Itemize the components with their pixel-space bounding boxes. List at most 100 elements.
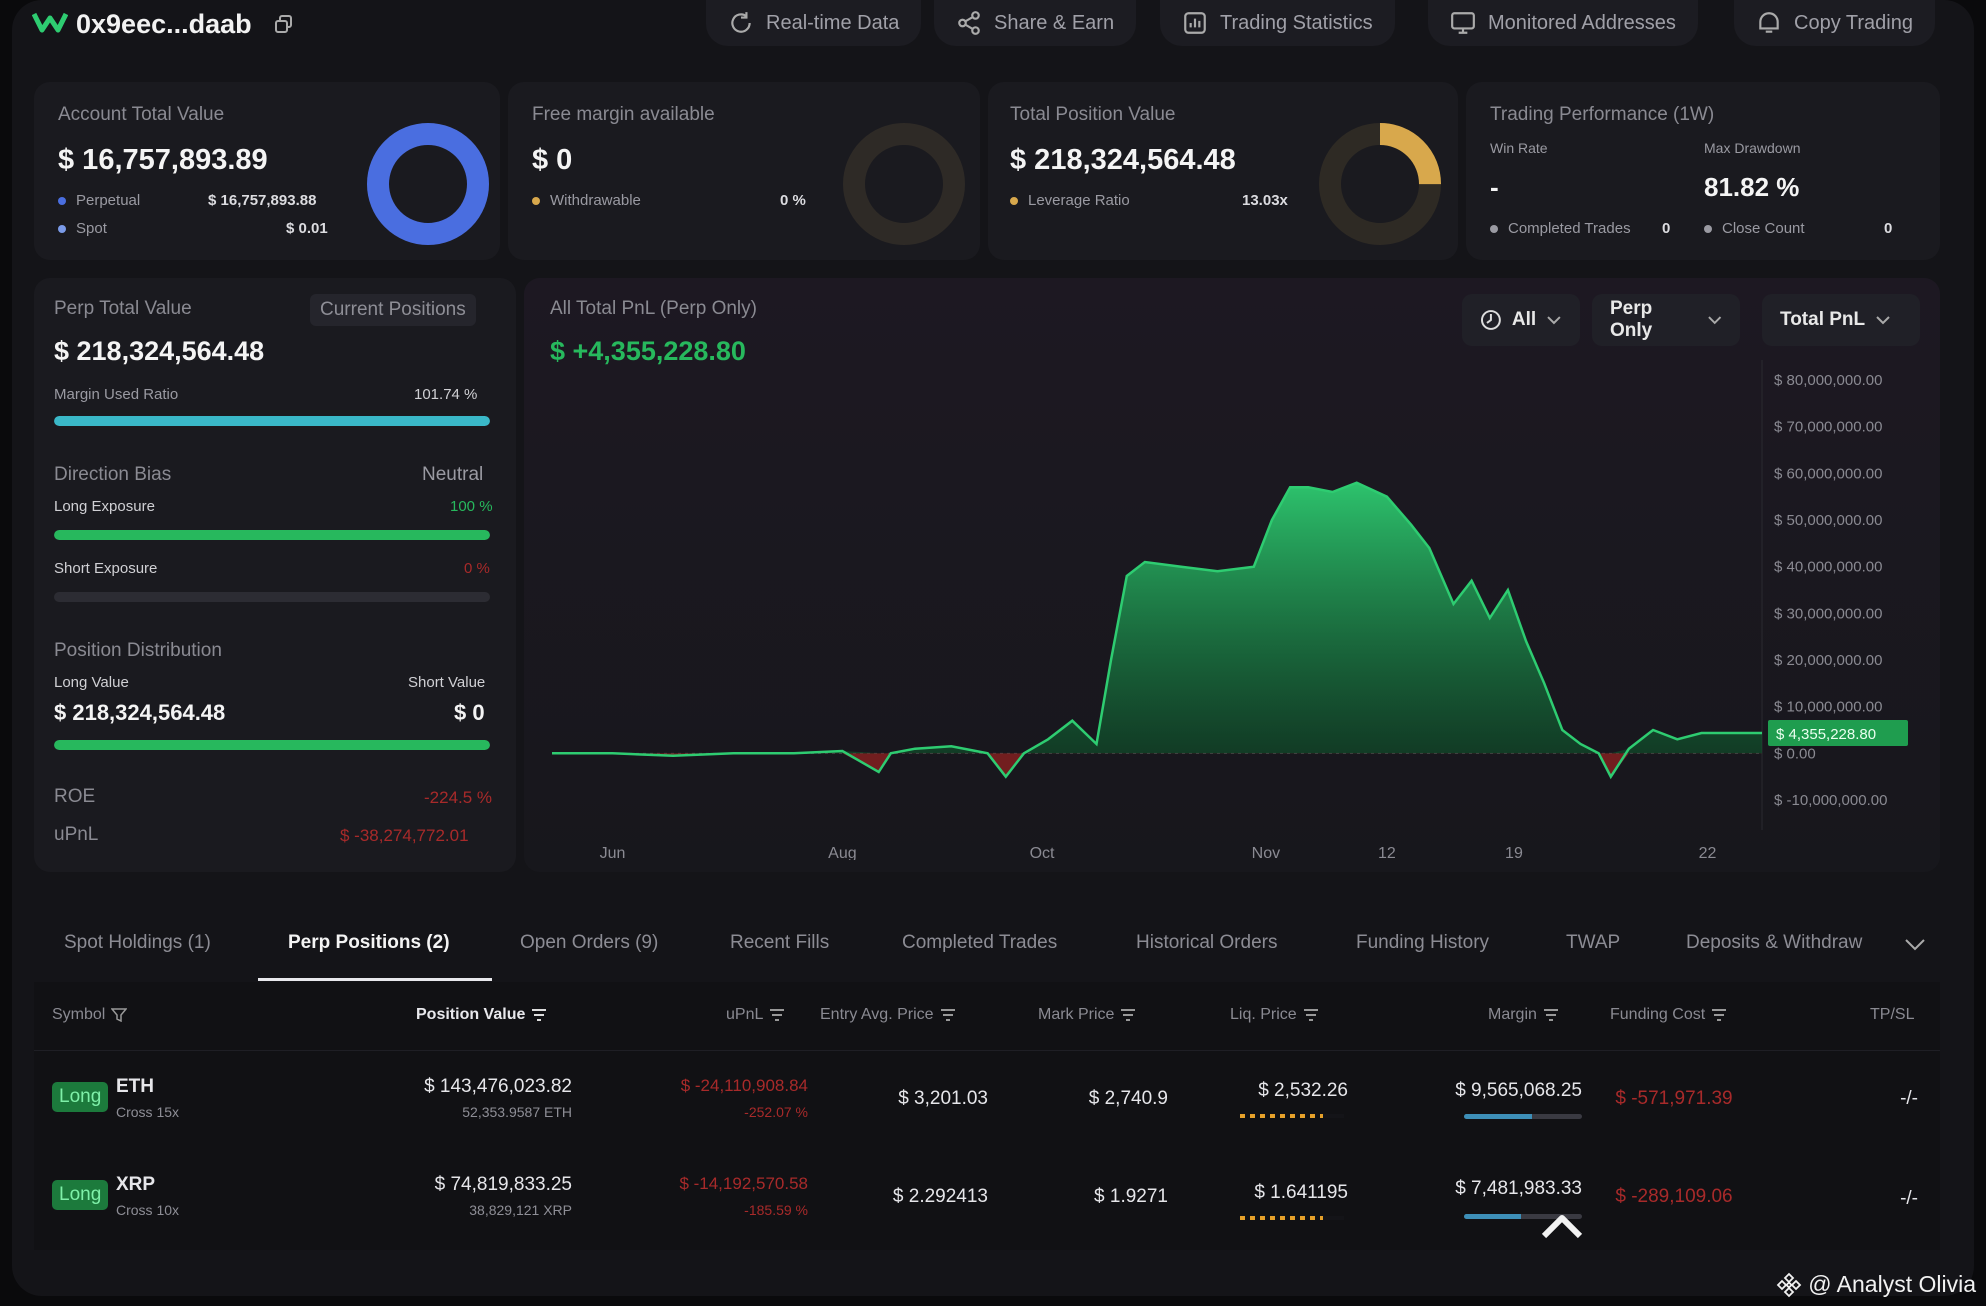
x-tick-label: Oct (1030, 845, 1055, 860)
completed-trades-value: 0 (1662, 220, 1671, 237)
liq-price: $ 2,532.26 (1258, 1080, 1348, 1101)
free-margin-donut-chart (843, 123, 965, 245)
y-tick-label: $ 30,000,000.00 (1774, 605, 1882, 622)
completed-trades-legend: Completed Trades (1490, 220, 1631, 237)
wallet-address: 0x9eec...daab (76, 9, 252, 39)
chevron-down-icon (1707, 316, 1721, 325)
sort-icon (770, 1009, 785, 1021)
tab-funding-history[interactable]: Funding History (1356, 932, 1490, 953)
margin-used-label: Margin Used Ratio (54, 386, 179, 403)
close-count-legend: Close Count (1704, 220, 1805, 237)
y-tick-label: $ 80,000,000.00 (1774, 372, 1882, 389)
liq-price: $ 1.641195 (1254, 1182, 1348, 1203)
current-positions-tab[interactable]: Current Positions (310, 294, 476, 326)
win-rate-value: - (1490, 172, 1499, 202)
max-drawdown-value: 81.82 % (1704, 172, 1800, 202)
position-size: 52,353.9587 ETH (462, 1104, 572, 1120)
tab-open-orders[interactable]: Open Orders (9) (520, 932, 659, 953)
account-donut-chart (367, 123, 489, 245)
tpsl-value[interactable]: -/- (1900, 1188, 1918, 1209)
margin-value: $ 7,481,983.33 (1455, 1178, 1582, 1199)
long-exposure-label: Long Exposure (54, 498, 155, 515)
pnl-negative-area (552, 753, 1762, 777)
upnl-percent: -252.07 % (744, 1104, 808, 1120)
th-funding-cost[interactable]: Funding Cost (1610, 1006, 1727, 1024)
side-badge: Long (52, 1180, 109, 1210)
scroll-up-icon[interactable] (1540, 1212, 1584, 1240)
th-entry-price[interactable]: Entry Avg. Price (820, 1006, 956, 1024)
perpetual-arc (367, 123, 489, 245)
nav-label: Monitored Addresses (1488, 11, 1676, 34)
leverage-arc (1319, 123, 1441, 245)
sort-icon (532, 1009, 547, 1021)
th-liq-price[interactable]: Liq. Price (1230, 1006, 1319, 1024)
perp-total-panel: Perp Total Value Current Positions $ 218… (34, 278, 516, 872)
win-rate-label: Win Rate (1490, 140, 1548, 156)
margin-value: $ 9,565,068.25 (1455, 1080, 1582, 1101)
long-value-label: Long Value (54, 674, 129, 691)
long-exposure-value: 100 % (450, 498, 493, 515)
tab-perp-positions[interactable]: Perp Positions (2) (288, 932, 450, 953)
spot-legend: Spot (58, 220, 107, 237)
app-window: 0x9eec...daab Real-time Data Share & Ear… (12, 0, 1974, 1296)
copy-address-icon[interactable] (274, 14, 294, 34)
margin-used-bar (54, 416, 490, 426)
table-divider (34, 1050, 1940, 1051)
nav-trading-statistics[interactable]: Trading Statistics (1160, 0, 1395, 46)
th-mark-price[interactable]: Mark Price (1038, 1006, 1136, 1024)
upnl-label: uPnL (54, 824, 99, 845)
short-value-label: Short Value (408, 674, 486, 691)
watermark: @ Analyst Olivia (1776, 1271, 1976, 1298)
spot-value: $ 0.01 (286, 220, 328, 237)
th-symbol[interactable]: Symbol (52, 1006, 128, 1024)
y-tick-label: $ 70,000,000.00 (1774, 419, 1882, 436)
tab-completed-trades[interactable]: Completed Trades (902, 932, 1058, 953)
tab-recent-fills[interactable]: Recent Fills (730, 932, 830, 953)
x-tick-label: 12 (1378, 845, 1396, 860)
tab-deposits-withdraw[interactable]: Deposits & Withdraw (1686, 932, 1863, 953)
nav-real-time-data[interactable]: Real-time Data (706, 0, 922, 46)
mark-price: $ 2,740.9 (1088, 1088, 1168, 1109)
th-margin[interactable]: Margin (1488, 1006, 1559, 1024)
th-upnl[interactable]: uPnL (726, 1006, 785, 1024)
th-position-value[interactable]: Position Value (416, 1006, 547, 1024)
perp-total-label: Perp Total Value (54, 298, 192, 319)
leverage-value: 13.03x (1242, 192, 1288, 209)
entry-price: $ 3,201.03 (898, 1088, 988, 1109)
long-value: $ 218,324,564.48 (54, 700, 226, 725)
y-tick-label: $ 20,000,000.00 (1774, 652, 1882, 669)
scope-dropdown[interactable]: Perp Only (1592, 294, 1740, 346)
liq-distance-indicator (1240, 1216, 1344, 1220)
metric-value: Total PnL (1780, 309, 1866, 330)
symbol-name[interactable]: XRP (116, 1174, 156, 1195)
y-tick-label: $ 60,000,000.00 (1774, 465, 1882, 482)
short-exposure-bar (54, 592, 490, 602)
perpetual-value: $ 16,757,893.88 (208, 192, 317, 209)
margin-used-value: 101.74 % (414, 386, 478, 403)
nav-share-earn[interactable]: Share & Earn (934, 0, 1137, 46)
binance-logo-icon (1776, 1272, 1802, 1297)
position-distribution-label: Position Distribution (54, 640, 222, 661)
x-tick-label: Aug (828, 845, 856, 860)
tab-spot-holdings[interactable]: Spot Holdings (1) (64, 932, 211, 953)
symbol-name[interactable]: ETH (116, 1076, 154, 1097)
tab-twap[interactable]: TWAP (1566, 932, 1621, 953)
y-tick-label: $ -10,000,000.00 (1774, 792, 1887, 809)
chevron-down-icon (1876, 316, 1890, 325)
tabs-chevron-down-icon[interactable] (1904, 938, 1926, 952)
tab-historical-orders[interactable]: Historical Orders (1136, 932, 1278, 953)
tpsl-value[interactable]: -/- (1900, 1088, 1918, 1109)
sort-icon (1303, 1009, 1318, 1021)
metric-dropdown[interactable]: Total PnL (1762, 294, 1920, 346)
position-distribution-bar (54, 740, 490, 750)
total-position-label: Total Position Value (1010, 104, 1176, 125)
refresh-icon (731, 12, 751, 33)
direction-bias-value: Neutral (422, 464, 484, 485)
pnl-total-value: $ +4,355,228.80 (550, 336, 746, 366)
y-tick-label: $ 50,000,000.00 (1774, 512, 1882, 529)
range-dropdown[interactable]: All (1462, 294, 1580, 346)
position-donut-chart (1319, 123, 1441, 245)
nav-copy-trading[interactable]: Copy Trading (1734, 0, 1935, 46)
current-value-label: $ 4,355,228.80 (1776, 726, 1876, 743)
nav-monitored-addresses[interactable]: Monitored Addresses (1428, 0, 1698, 46)
